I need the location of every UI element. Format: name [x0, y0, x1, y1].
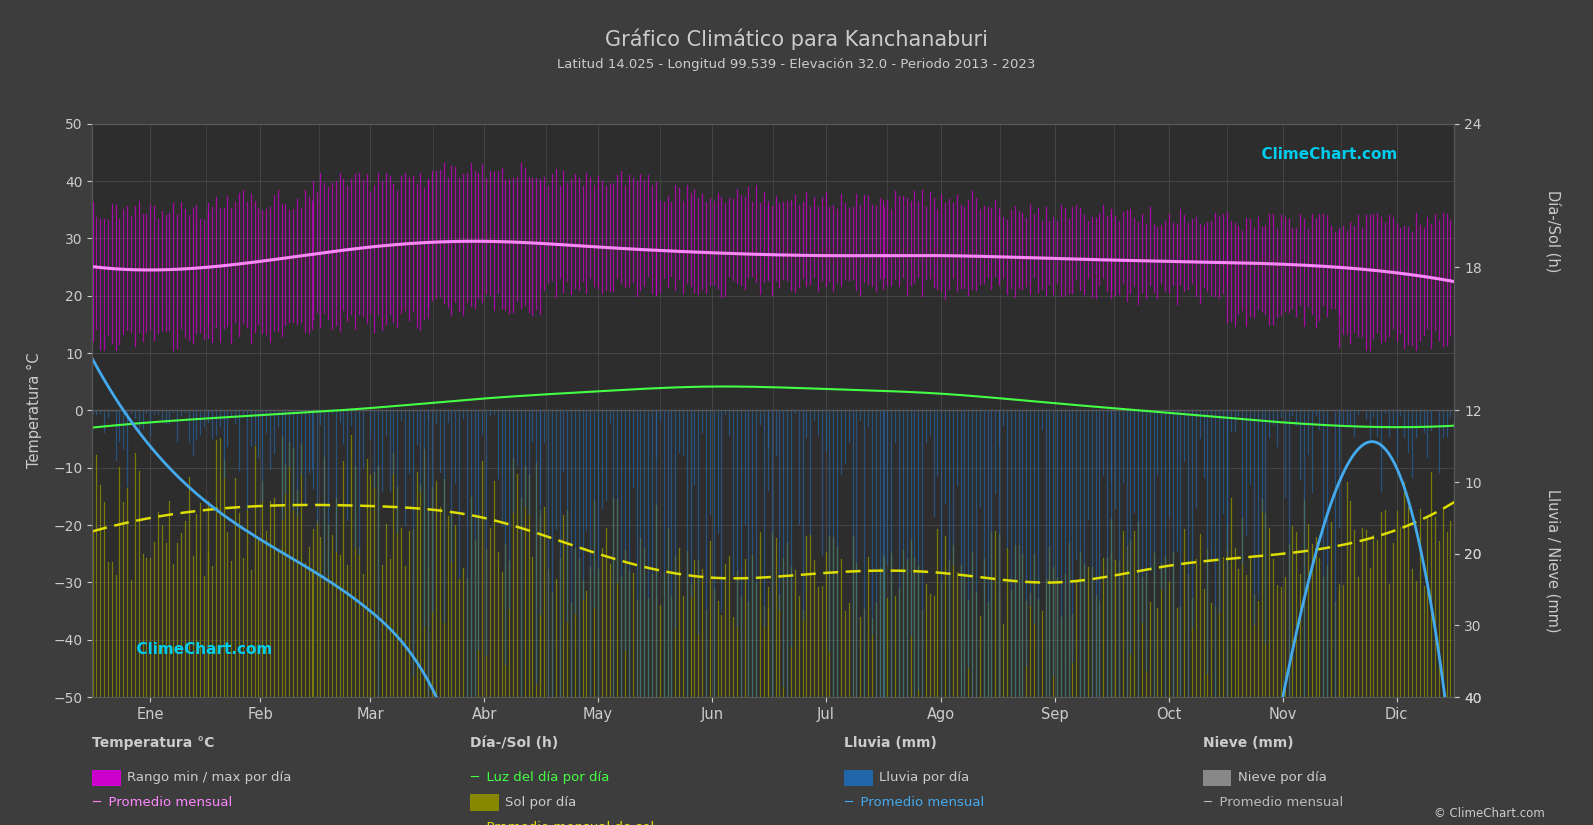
Text: Día-/Sol (h): Día-/Sol (h) — [470, 736, 558, 750]
Text: Rango min / max por día: Rango min / max por día — [127, 771, 292, 785]
Text: Nieve por día: Nieve por día — [1238, 771, 1327, 785]
Text: Nieve (mm): Nieve (mm) — [1203, 736, 1294, 750]
Text: Día-/Sol (h): Día-/Sol (h) — [1545, 190, 1561, 272]
Text: Temperatura °C: Temperatura °C — [92, 736, 215, 750]
Text: Lluvia por día: Lluvia por día — [879, 771, 970, 785]
Text: ─  Promedio mensual: ─ Promedio mensual — [92, 796, 233, 809]
Text: ─  Luz del día por día: ─ Luz del día por día — [470, 771, 609, 785]
Text: Lluvia / Nieve (mm): Lluvia / Nieve (mm) — [1545, 489, 1561, 633]
Text: Gráfico Climático para Kanchanaburi: Gráfico Climático para Kanchanaburi — [605, 29, 988, 50]
Text: Lluvia (mm): Lluvia (mm) — [844, 736, 937, 750]
Text: ─  Promedio mensual: ─ Promedio mensual — [1203, 796, 1343, 809]
Text: Latitud 14.025 - Longitud 99.539 - Elevación 32.0 - Periodo 2013 - 2023: Latitud 14.025 - Longitud 99.539 - Eleva… — [558, 58, 1035, 71]
Text: ClimeChart.com: ClimeChart.com — [1252, 147, 1397, 162]
Text: ─  Promedio mensual: ─ Promedio mensual — [844, 796, 984, 809]
Text: Sol por día: Sol por día — [505, 796, 577, 809]
Text: ClimeChart.com: ClimeChart.com — [126, 642, 272, 657]
Text: © ClimeChart.com: © ClimeChart.com — [1434, 807, 1545, 820]
Text: ─  Promedio mensual de sol: ─ Promedio mensual de sol — [470, 821, 655, 825]
Y-axis label: Temperatura °C: Temperatura °C — [27, 353, 43, 469]
